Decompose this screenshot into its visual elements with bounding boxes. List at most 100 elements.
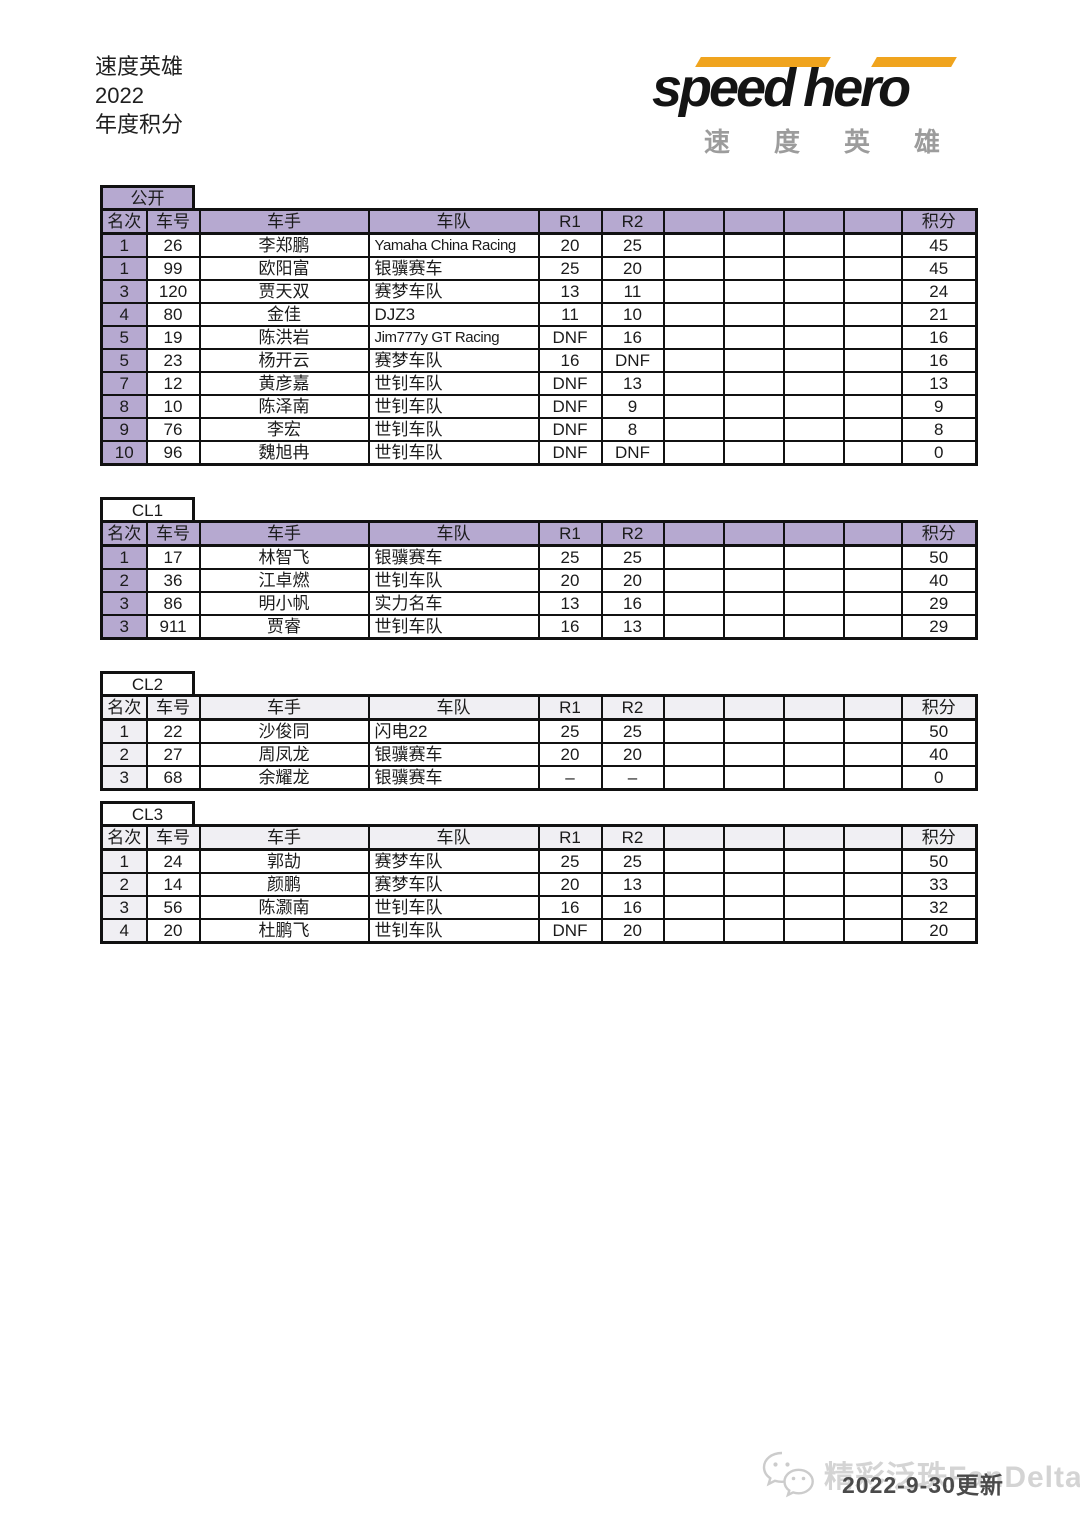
blank-3-cell [782, 895, 845, 920]
col-header-r2: R2 [600, 520, 665, 547]
table-title: CL2 [100, 671, 195, 694]
blank-4-cell [842, 614, 903, 640]
standings-table-CL3: CL3 名次 车号 车手 车队 R1 R2 积分 1 24 郭劼 赛梦车队 25 25 50 2 14 颜鹏 赛梦车… [100, 801, 978, 944]
col-header-r1: R1 [537, 824, 603, 851]
driver-cell: 黄彦嘉 [198, 371, 370, 396]
car-no-cell: 56 [145, 895, 201, 920]
r1-cell: 25 [537, 848, 603, 874]
blank-3-cell [782, 417, 845, 442]
blank-2-cell [722, 256, 785, 281]
r1-cell: 16 [537, 614, 603, 640]
blank-2-cell [722, 232, 785, 258]
blank-4-cell [842, 591, 903, 616]
blank-3-cell [782, 302, 845, 327]
car-no-cell: 24 [145, 848, 201, 874]
col-header-points: 积分 [900, 520, 978, 547]
blank-1-cell [662, 371, 725, 396]
team-cell: 实力名车 [367, 591, 540, 616]
header-row: 名次 车号 车手 车队 R1 R2 积分 [100, 208, 978, 235]
blank-3-cell [782, 394, 845, 419]
col-header-r1: R1 [537, 694, 603, 721]
car-no-cell: 36 [145, 568, 201, 593]
r1-cell: DNF [537, 394, 603, 419]
blank-4-cell [842, 718, 903, 744]
logo-chinese-text: 速度英雄 [704, 127, 985, 157]
r2-cell: 8 [600, 417, 665, 442]
table-row: 5 23 杨开云 赛梦车队 16 DNF 16 [100, 348, 978, 373]
col-header-blank-4 [842, 208, 903, 235]
driver-cell: 陈洪岩 [198, 325, 370, 350]
rank-cell: 10 [100, 440, 148, 466]
logo-word-hero: hero [803, 58, 911, 118]
blank-2-cell [722, 394, 785, 419]
points-cell: 9 [900, 394, 978, 419]
points-cell: 13 [900, 371, 978, 396]
col-header-blank-3 [782, 824, 845, 851]
team-cell: 银骥赛车 [367, 765, 540, 791]
driver-cell: 贾睿 [198, 614, 370, 640]
points-cell: 20 [900, 918, 978, 944]
standings-table-公开: 公开 名次 车号 车手 车队 R1 R2 积分 1 26 李郑鹏 Yamaha China Racin… [100, 185, 978, 466]
blank-2-cell [722, 718, 785, 744]
points-cell: 16 [900, 348, 978, 373]
blank-4-cell [842, 325, 903, 350]
blank-2-cell [722, 544, 785, 570]
points-cell: 21 [900, 302, 978, 327]
blank-4-cell [842, 256, 903, 281]
col-header-blank-2 [722, 208, 785, 235]
blank-1-cell [662, 765, 725, 791]
blank-4-cell [842, 765, 903, 791]
rank-cell: 1 [100, 718, 148, 744]
rank-cell: 3 [100, 279, 148, 304]
col-header-points: 积分 [900, 208, 978, 235]
header-row: 名次 车号 车手 车队 R1 R2 积分 [100, 824, 978, 851]
team-cell: Yamaha China Racing [367, 232, 540, 258]
points-cell: 29 [900, 614, 978, 640]
watermark: 精彩泛珠FanDelta [760, 1450, 1080, 1498]
team-cell: 世钊车队 [367, 394, 540, 419]
car-no-cell: 120 [145, 279, 201, 304]
col-header-blank-2 [722, 694, 785, 721]
r1-cell: 20 [537, 742, 603, 767]
blank-2-cell [722, 417, 785, 442]
driver-cell: 金佳 [198, 302, 370, 327]
blank-1-cell [662, 325, 725, 350]
r1-cell: DNF [537, 417, 603, 442]
points-cell: 16 [900, 325, 978, 350]
team-cell: 银骥赛车 [367, 742, 540, 767]
blank-1-cell [662, 417, 725, 442]
points-cell: 0 [900, 765, 978, 791]
car-no-cell: 17 [145, 544, 201, 570]
blank-2-cell [722, 848, 785, 874]
col-header-driver: 车手 [198, 520, 370, 547]
blank-3-cell [782, 568, 845, 593]
rank-cell: 2 [100, 872, 148, 897]
blank-2-cell [722, 591, 785, 616]
driver-cell: 陈灏南 [198, 895, 370, 920]
r2-cell: 13 [600, 371, 665, 396]
points-cell: 50 [900, 718, 978, 744]
col-header-blank-3 [782, 520, 845, 547]
rank-cell: 1 [100, 848, 148, 874]
driver-cell: 明小帆 [198, 591, 370, 616]
col-header-team: 车队 [367, 824, 540, 851]
col-header-r2: R2 [600, 208, 665, 235]
driver-cell: 贾天双 [198, 279, 370, 304]
blank-3-cell [782, 918, 845, 944]
table-row: 2 36 江卓燃 世钊车队 20 20 40 [100, 568, 978, 593]
table-row: 4 80 金佳 DJZ3 11 10 21 [100, 302, 978, 327]
col-header-team: 车队 [367, 694, 540, 721]
r1-cell: 20 [537, 872, 603, 897]
blank-2-cell [722, 279, 785, 304]
team-cell: 世钊车队 [367, 417, 540, 442]
blank-1-cell [662, 440, 725, 466]
col-header-rank: 名次 [100, 208, 148, 235]
r1-cell: 25 [537, 544, 603, 570]
col-header-rank: 名次 [100, 520, 148, 547]
table-row: 3 86 明小帆 实力名车 13 16 29 [100, 591, 978, 616]
table-title: CL1 [100, 497, 195, 520]
rank-cell: 4 [100, 918, 148, 944]
r1-cell: – [537, 765, 603, 791]
table-row: 8 10 陈泽南 世钊车队 DNF 9 9 [100, 394, 978, 419]
blank-1-cell [662, 544, 725, 570]
